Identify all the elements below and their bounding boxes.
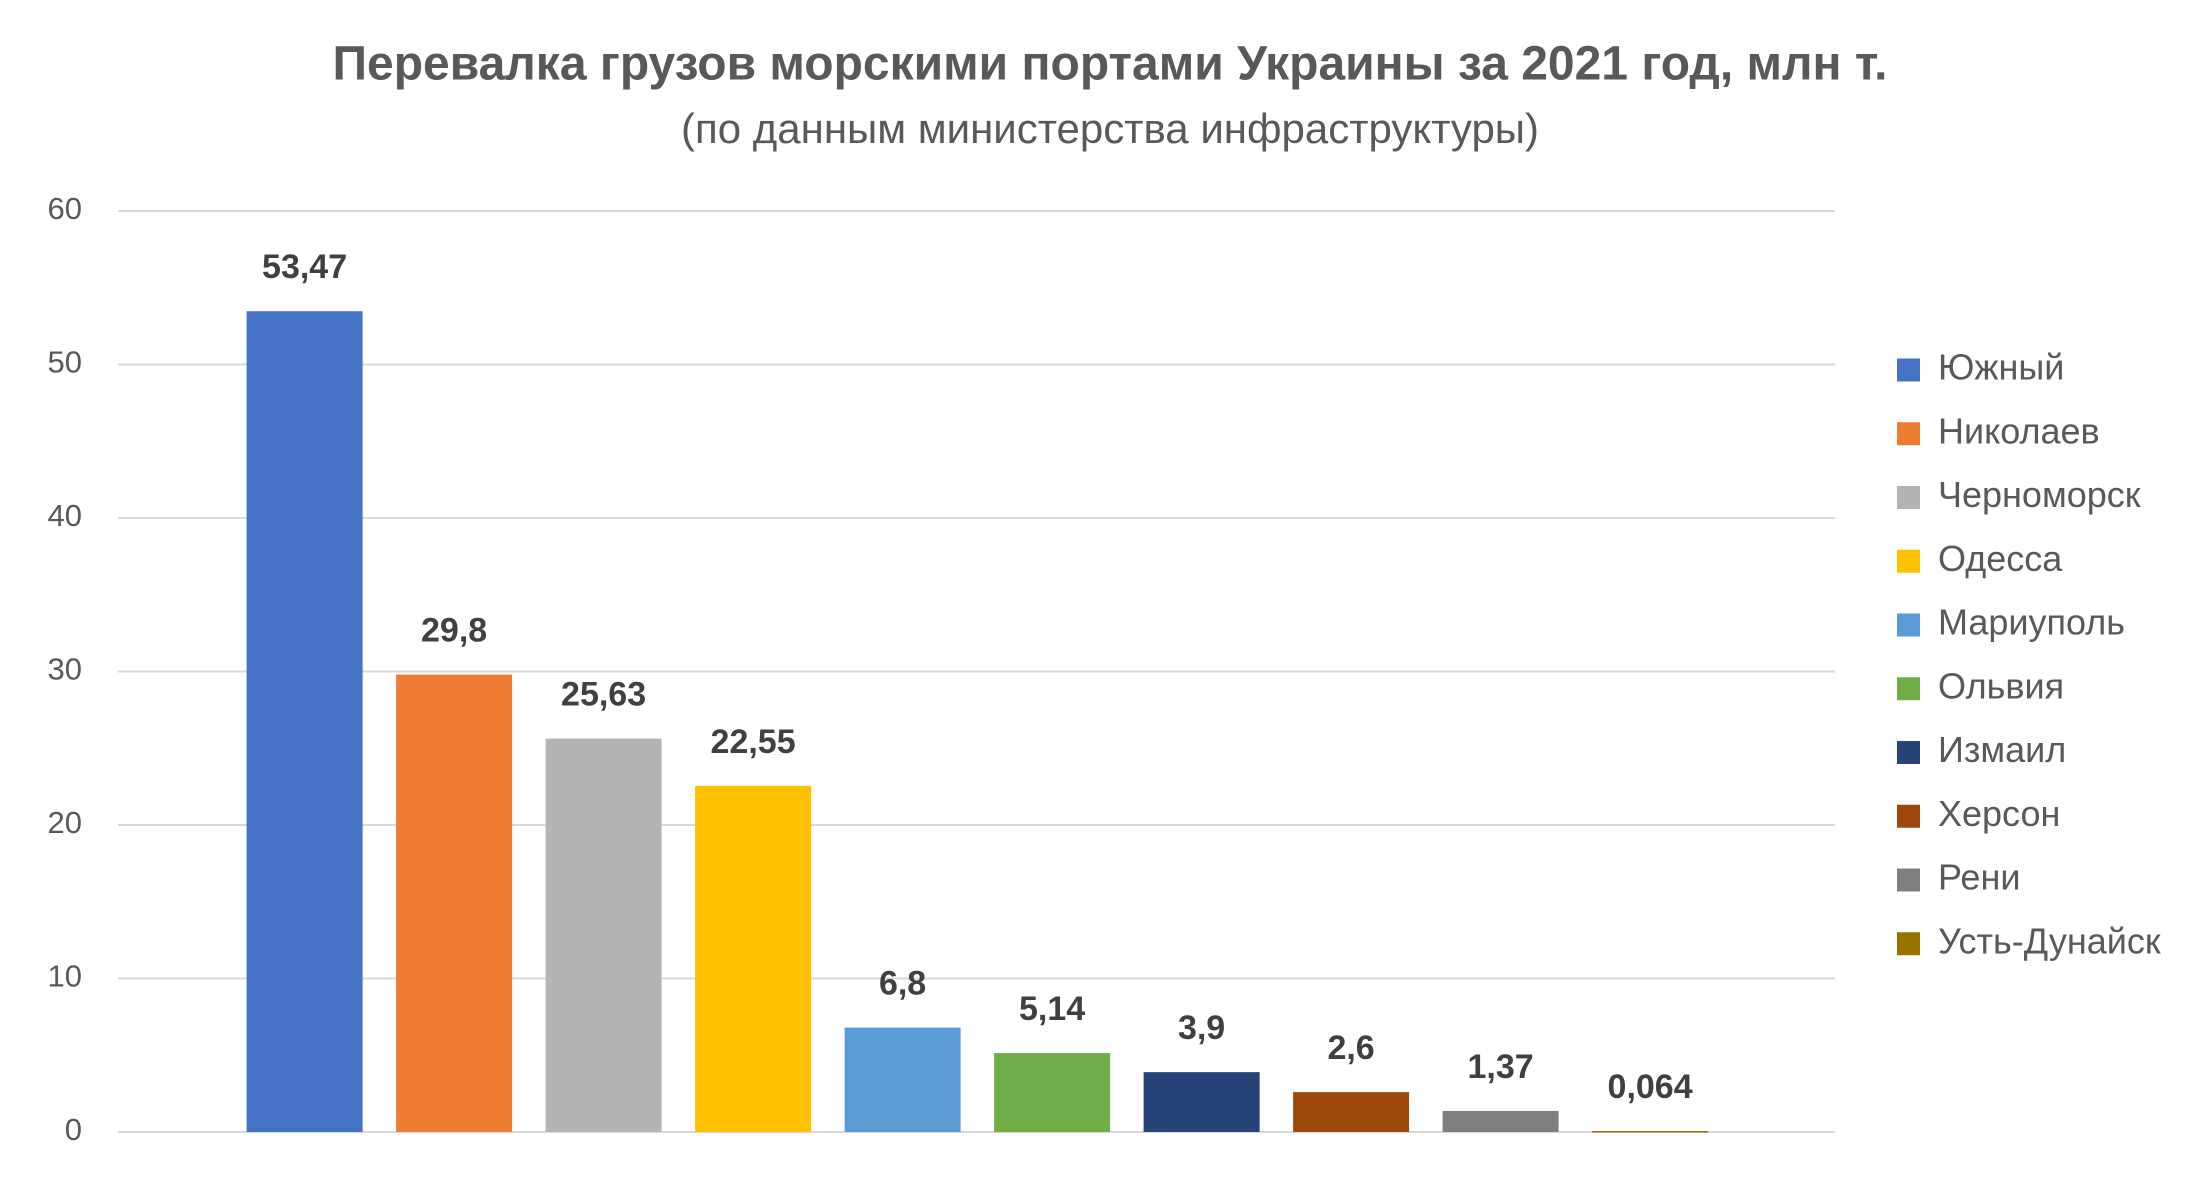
y-tick-label: 60: [48, 191, 82, 226]
legend-label: Николаев: [1938, 410, 2100, 451]
legend-label: Черноморск: [1938, 474, 2141, 515]
data-label: 6,8: [879, 965, 926, 1003]
chart-title: Перевалка грузов морскими портами Украин…: [333, 38, 1888, 91]
data-label: 1,37: [1468, 1048, 1534, 1086]
legend-label: Мариуполь: [1938, 602, 2125, 643]
legend-label: Усть-Дунайск: [1938, 920, 2161, 961]
legend-swatch: [1897, 422, 1920, 446]
data-label: 0,064: [1608, 1068, 1693, 1106]
chart-subtitle: (по данным министерства инфраструктуры): [681, 105, 1539, 152]
legend-swatch: [1897, 804, 1920, 828]
bar: [246, 311, 363, 1133]
legend-label: Одесса: [1938, 538, 2063, 579]
legend-label: Рени: [1938, 857, 2020, 898]
bar: [695, 785, 812, 1132]
legend-swatch: [1897, 486, 1920, 509]
legend-swatch: [1897, 932, 1920, 956]
data-label: 29,8: [421, 612, 487, 650]
bar: [1143, 1072, 1260, 1132]
data-label: 25,63: [561, 676, 646, 714]
data-label: 3,9: [1178, 1009, 1225, 1047]
data-label: 53,47: [262, 248, 347, 286]
legend-swatch: [1897, 741, 1920, 764]
legend-swatch: [1897, 613, 1920, 637]
legend-swatch: [1897, 868, 1920, 892]
bar: [1293, 1092, 1410, 1132]
y-tick-label: 50: [48, 345, 82, 380]
legend-label: Южный: [1938, 347, 2064, 388]
bar: [545, 738, 662, 1132]
bar: [844, 1027, 961, 1132]
legend-label: Ольвия: [1938, 665, 2064, 706]
legend-swatch: [1897, 549, 1920, 573]
data-label: 5,14: [1019, 990, 1085, 1028]
bar: [396, 674, 513, 1132]
bar: [1592, 1131, 1709, 1133]
y-tick-label: 30: [48, 652, 82, 687]
legend-swatch: [1897, 358, 1920, 382]
y-tick-label: 20: [48, 805, 82, 840]
legend-swatch: [1897, 677, 1920, 701]
y-tick-label: 40: [48, 498, 82, 533]
y-tick-label: 0: [65, 1112, 82, 1147]
bar: [994, 1053, 1111, 1132]
bar: [1442, 1110, 1559, 1132]
legend-label: Измаил: [1938, 729, 2066, 770]
data-label: 2,6: [1327, 1029, 1374, 1067]
legend-label: Херсон: [1938, 793, 2060, 834]
data-label: 22,55: [711, 723, 796, 761]
y-tick-label: 10: [48, 959, 82, 994]
